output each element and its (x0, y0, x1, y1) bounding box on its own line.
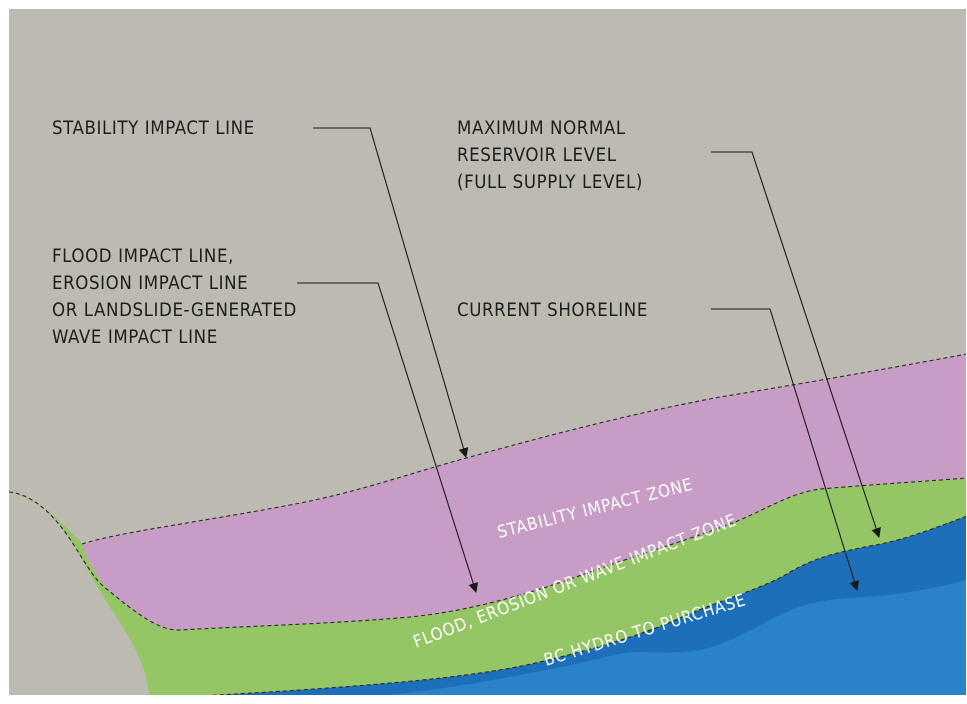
label-stability-impact-line: STABILITY IMPACT LINE (52, 118, 255, 139)
callout-stability-impact-line: STABILITY IMPACT LINE (52, 118, 469, 458)
water-wave-area (387, 580, 966, 695)
leader-stability-impact-line (313, 127, 469, 458)
leader-max-normal-reservoir-level (711, 151, 881, 538)
label-max-normal-reservoir-level: MAXIMUM NORMAL RESERVOIR LEVEL (FULL SUP… (457, 118, 643, 193)
current-shoreline-line (208, 515, 966, 695)
leader-current-shoreline (711, 308, 860, 591)
illustration (9, 9, 966, 695)
stability-zone-area (82, 354, 966, 631)
leader-flood-impact-line (297, 282, 479, 593)
label-current-shoreline: CURRENT SHORELINE (457, 300, 648, 321)
callout-flood-impact-line: FLOOD IMPACT LINE, EROSION IMPACT LINE O… (52, 246, 479, 593)
callout-max-normal-reservoir-level: MAXIMUM NORMAL RESERVOIR LEVEL (FULL SUP… (457, 118, 881, 538)
label-flood-impact-line: FLOOD IMPACT LINE, EROSION IMPACT LINE O… (52, 246, 303, 348)
callout-current-shoreline: CURRENT SHORELINE (457, 300, 860, 591)
flood-impact-line (9, 477, 966, 631)
stability-impact-line (81, 353, 966, 545)
